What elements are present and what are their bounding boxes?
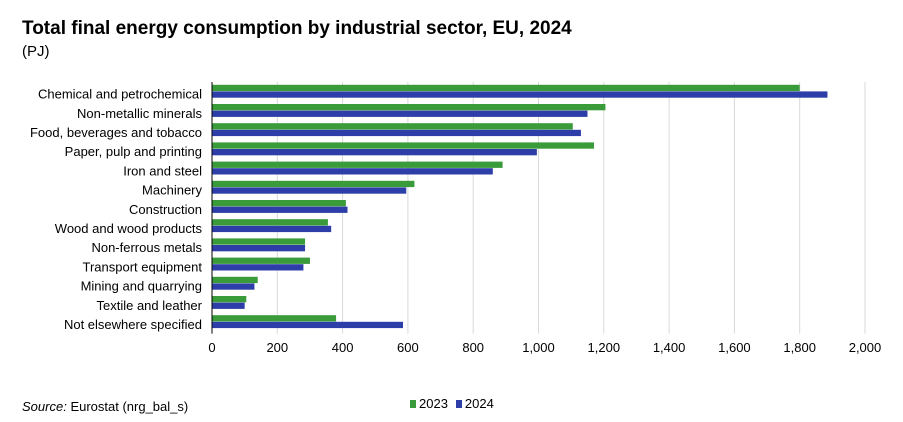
category-label: Chemical and petrochemical [38, 87, 202, 102]
legend-label-2024: 2024 [464, 396, 494, 411]
bar-2023 [212, 257, 310, 264]
bar-2024 [212, 187, 407, 194]
legend: 2023 2024 [410, 396, 502, 411]
bars [212, 84, 828, 329]
legend-swatch-2024 [455, 399, 462, 408]
x-tick-label: 1,800 [783, 340, 816, 355]
gridlines [276, 82, 866, 334]
x-tick-label: 400 [332, 340, 354, 355]
legend-swatch-2023 [410, 399, 416, 408]
category-label: Not elsewhere specified [64, 317, 202, 332]
x-tick-label: 800 [462, 340, 484, 355]
bar-2024 [212, 168, 493, 175]
legend-label-2023: 2023 [419, 396, 448, 411]
category-label: Food, beverages and tobacco [30, 125, 202, 140]
bar-2024 [212, 110, 588, 117]
bar-2023 [212, 180, 415, 188]
bar-2024 [212, 283, 255, 290]
category-labels: Chemical and petrochemical Non-metallic m… [30, 87, 203, 332]
bar-2024 [212, 245, 306, 252]
bar-2023 [212, 104, 606, 111]
category-label: Textile and leather [96, 298, 202, 313]
legend-item-2024: 2024 [455, 396, 494, 411]
bar-2023 [212, 142, 595, 149]
category-label: Iron and steel [123, 163, 202, 178]
bar-2023 [212, 161, 503, 168]
bar-2024 [212, 129, 581, 137]
category-label: Paper, pulp and printing [65, 144, 202, 159]
category-label: Non-ferrous metals [91, 240, 202, 255]
bar-2024 [212, 321, 404, 329]
category-label: Wood and wood products [55, 221, 203, 236]
bar-2024 [212, 225, 332, 233]
legend-item-2023: 2023 [410, 396, 448, 411]
bar-2024 [212, 91, 828, 98]
bar-2023 [212, 296, 247, 303]
x-tick-label: 1,400 [653, 340, 686, 355]
category-label: Transport equipment [83, 259, 203, 274]
bar-2023 [212, 123, 573, 130]
x-tick-label: 600 [397, 340, 419, 355]
source-note: Source: Eurostat (nrg_bal_s) [22, 399, 188, 414]
bar-2023 [212, 238, 306, 245]
bar-2024 [212, 264, 304, 271]
bar-2024 [212, 302, 245, 309]
chart-title: Total final energy consumption by indust… [22, 18, 572, 39]
x-tick-label: 1,600 [718, 340, 751, 355]
x-tick-label: 1,200 [588, 340, 621, 355]
bar-2024 [212, 149, 537, 156]
x-tick-label: 0 [208, 340, 215, 355]
bar-2024 [212, 206, 348, 213]
bar-2023 [212, 315, 337, 322]
x-tick-labels: 0 200 400 600 800 1,000 1,200 1,400 1,600 1,800 2,… [208, 340, 881, 355]
x-tick-label: 1,000 [522, 340, 555, 355]
category-label: Mining and quarrying [81, 279, 202, 294]
bar-2023 [212, 84, 800, 92]
source-label: Source: [22, 399, 67, 414]
bar-2023 [212, 219, 328, 226]
category-label: Construction [129, 202, 202, 217]
x-tick-label: 2,000 [849, 340, 882, 355]
x-tick-label: 200 [266, 340, 288, 355]
bar-2023 [212, 276, 258, 284]
chart-subtitle: (PJ) [22, 43, 50, 60]
category-label: Machinery [142, 183, 202, 198]
category-label: Non-metallic minerals [77, 106, 202, 121]
source-text: Eurostat (nrg_bal_s) [70, 399, 189, 414]
bar-2023 [212, 200, 346, 207]
bar-chart: Chemical and petrochemical Non-metallic m… [30, 82, 881, 355]
